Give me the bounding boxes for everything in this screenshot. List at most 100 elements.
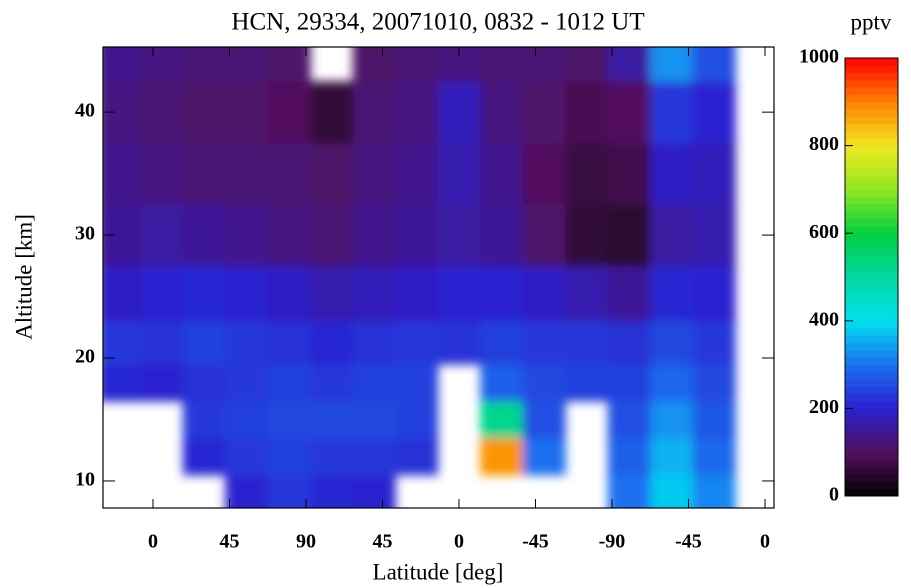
colorbar-tick-label: 1000 bbox=[799, 46, 839, 68]
contour-cell bbox=[480, 321, 524, 365]
colorbar-swatch bbox=[845, 152, 898, 161]
colorbar-swatch bbox=[845, 189, 898, 198]
colorbar: 0 200 400 600 800 1000 bbox=[799, 46, 899, 506]
contour-cell bbox=[395, 364, 439, 402]
colorbar-swatch bbox=[845, 87, 898, 95]
contour-cell bbox=[352, 401, 396, 439]
colorbar-swatch bbox=[845, 277, 898, 285]
contour-cell bbox=[480, 437, 524, 476]
contour-cell bbox=[310, 265, 354, 322]
contour-cell bbox=[310, 321, 354, 365]
contour-cells bbox=[103, 47, 736, 508]
contour-cell bbox=[225, 401, 269, 439]
contour-cell bbox=[267, 81, 311, 144]
contour-cell bbox=[607, 81, 651, 144]
contour-cell bbox=[140, 364, 184, 402]
contour-cell bbox=[225, 47, 269, 82]
colorbar-swatch bbox=[845, 474, 898, 482]
contour-cell bbox=[267, 265, 311, 322]
colorbar-swatch bbox=[845, 116, 898, 125]
contour-cell bbox=[395, 321, 439, 365]
colorbar-swatch bbox=[845, 437, 898, 446]
colorbar-tick-label: 0 bbox=[829, 484, 839, 506]
contour-cell bbox=[267, 364, 311, 402]
colorbar-swatch bbox=[845, 284, 898, 293]
colorbar-swatch bbox=[845, 466, 898, 475]
contour-cell bbox=[607, 204, 651, 267]
contour-cell bbox=[650, 265, 694, 322]
contour-cell bbox=[225, 81, 269, 144]
contour-cell bbox=[480, 81, 524, 144]
contour-cell bbox=[692, 437, 736, 476]
contour-cell bbox=[352, 265, 396, 322]
contour-cell bbox=[565, 321, 609, 365]
colorbar-swatch bbox=[845, 160, 898, 168]
contour-cell bbox=[225, 437, 269, 476]
colorbar-swatch bbox=[845, 131, 898, 139]
x-tick-label: 90 bbox=[296, 531, 316, 553]
contour-cell bbox=[395, 142, 439, 205]
contour-cell bbox=[182, 47, 226, 82]
contour-cell bbox=[565, 204, 609, 267]
colorbar-swatch bbox=[845, 204, 898, 212]
contour-cell bbox=[103, 265, 141, 322]
contour-cell bbox=[607, 474, 651, 508]
colorbar-swatch bbox=[845, 444, 898, 453]
contour-cell bbox=[225, 321, 269, 365]
colorbar-tick-label: 600 bbox=[809, 221, 839, 243]
colorbar-swatch bbox=[845, 350, 898, 358]
colorbar-swatch bbox=[845, 138, 898, 147]
contour-cell bbox=[437, 204, 481, 267]
contour-cell bbox=[267, 204, 311, 267]
contour-cell bbox=[103, 47, 141, 82]
contour-cell bbox=[225, 142, 269, 205]
contour-cell bbox=[182, 401, 226, 439]
contour-cell bbox=[692, 81, 736, 144]
x-tick-label: 0 bbox=[454, 531, 464, 553]
y-tick-label: 40 bbox=[75, 100, 95, 122]
contour-cell bbox=[565, 142, 609, 205]
x-tick-label: 45 bbox=[372, 531, 392, 553]
colorbar-swatch bbox=[845, 291, 898, 300]
contour-cell bbox=[267, 437, 311, 476]
contour-cell bbox=[437, 81, 481, 144]
y-tick-label: 30 bbox=[75, 223, 95, 245]
colorbar-swatch bbox=[845, 320, 898, 329]
colorbar-swatch bbox=[845, 109, 898, 117]
contour-cell bbox=[225, 474, 269, 508]
contour-cell bbox=[607, 321, 651, 365]
colorbar-swatch bbox=[845, 262, 898, 271]
contour-cell bbox=[522, 47, 566, 82]
contour-cell bbox=[480, 401, 524, 439]
contour-cell bbox=[352, 437, 396, 476]
contour-cell bbox=[140, 81, 184, 144]
contour-cell bbox=[692, 265, 736, 322]
x-axis-label: Latitude [deg] bbox=[373, 559, 504, 584]
contour-cell bbox=[395, 47, 439, 82]
contour-cell bbox=[140, 47, 184, 82]
colorbar-swatch bbox=[845, 328, 898, 336]
contour-cell bbox=[310, 142, 354, 205]
x-tick-label: 0 bbox=[148, 531, 158, 553]
colorbar-swatch bbox=[845, 364, 898, 373]
contour-cell bbox=[650, 47, 694, 82]
contour-cell bbox=[267, 321, 311, 365]
colorbar-tick-label: 800 bbox=[809, 133, 839, 155]
contour-cell bbox=[140, 265, 184, 322]
colorbar-swatch bbox=[845, 423, 898, 431]
contour-cell bbox=[650, 204, 694, 267]
contour-cell bbox=[565, 265, 609, 322]
colorbar-swatch bbox=[845, 79, 898, 88]
contour-cell bbox=[650, 321, 694, 365]
colorbar-label: pptv bbox=[851, 9, 892, 34]
contour-cell bbox=[565, 81, 609, 144]
contour-cell bbox=[522, 142, 566, 205]
contour-cell bbox=[395, 204, 439, 267]
contour-cell bbox=[310, 401, 354, 439]
contour-cell bbox=[267, 401, 311, 439]
colorbar-swatch bbox=[845, 306, 898, 314]
contour-cell bbox=[480, 204, 524, 267]
colorbar-swatch bbox=[845, 452, 898, 460]
contour-cell bbox=[650, 142, 694, 205]
contour-cell bbox=[310, 474, 354, 508]
